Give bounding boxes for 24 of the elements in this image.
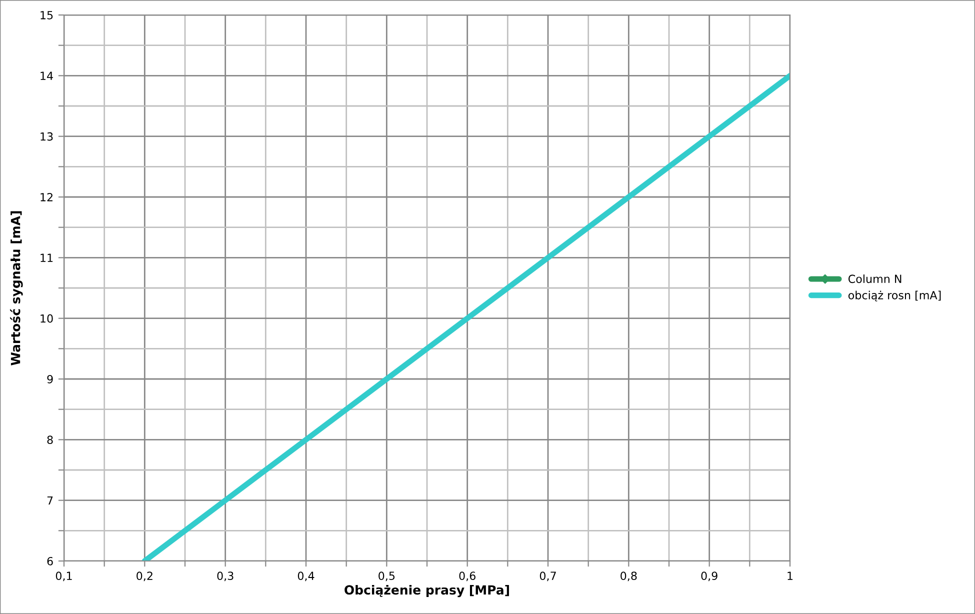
y-tick-label: 7: [47, 496, 53, 505]
x-tick-label: 0,3: [217, 572, 234, 582]
y-tick-label: 11: [40, 254, 53, 262]
x-tick-label: 0,8: [620, 572, 637, 582]
x-tick-label: 0,7: [540, 572, 556, 582]
x-tick-label: 0,9: [701, 572, 718, 582]
y-tick-label: 13: [40, 132, 53, 141]
x-tick-label: 0,1: [56, 572, 72, 582]
legend-label: Column N: [848, 274, 902, 284]
y-tick-label: 12: [40, 192, 52, 202]
y-tick-label: 8: [47, 436, 53, 444]
x-axis-title: Obciążenie prasy [MPa]: [344, 584, 509, 598]
y-tick-label: 15: [40, 11, 53, 20]
x-tick-label: 0,5: [378, 572, 395, 582]
y-tick-label: 6: [47, 556, 53, 566]
legend-label: obciąż rosn [mA]: [848, 290, 941, 302]
x-tick-label: 0,6: [459, 572, 476, 582]
y-tick-label: 14: [40, 72, 53, 80]
x-tick-label: 1: [788, 572, 793, 580]
y-tick-label: 10: [40, 314, 53, 323]
y-tick-label: 9: [47, 374, 53, 384]
y-axis-title: Wartość sygnału [mA]: [10, 211, 23, 366]
x-tick-label: 0,4: [298, 572, 314, 582]
x-tick-label: 0,2: [136, 572, 152, 582]
